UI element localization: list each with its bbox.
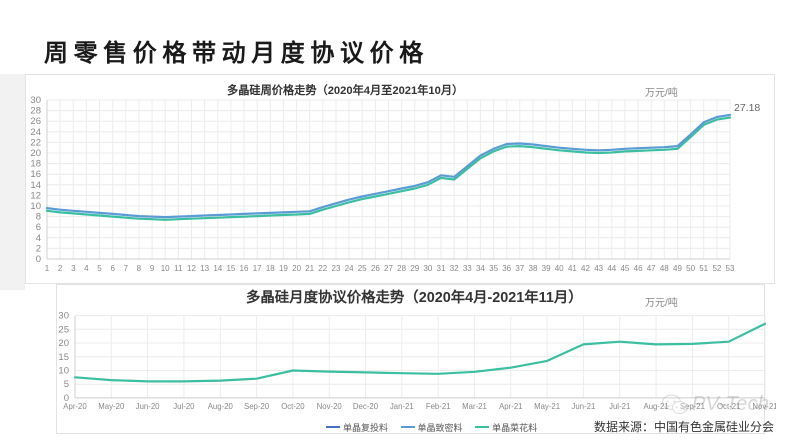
svg-text:8: 8	[137, 264, 142, 273]
svg-text:20: 20	[58, 338, 69, 349]
svg-text:52: 52	[712, 264, 721, 273]
svg-text:Oct-20: Oct-20	[281, 402, 305, 411]
svg-text:Aug-20: Aug-20	[208, 402, 234, 411]
svg-text:49: 49	[673, 264, 682, 273]
svg-text:46: 46	[634, 264, 643, 273]
svg-text:14: 14	[30, 180, 41, 191]
svg-text:13: 13	[200, 264, 209, 273]
svg-text:21: 21	[305, 264, 314, 273]
svg-text:17: 17	[253, 264, 262, 273]
svg-text:11: 11	[174, 264, 183, 273]
svg-text:50: 50	[686, 264, 695, 273]
svg-text:36: 36	[502, 264, 511, 273]
svg-text:12: 12	[30, 190, 41, 201]
svg-text:26: 26	[371, 264, 380, 273]
svg-text:4: 4	[36, 233, 41, 244]
svg-text:Apr-21: Apr-21	[499, 402, 522, 411]
svg-text:2: 2	[58, 264, 63, 273]
svg-text:8: 8	[36, 212, 41, 223]
svg-text:40: 40	[555, 264, 564, 273]
svg-text:18: 18	[266, 264, 275, 273]
svg-text:20: 20	[292, 264, 301, 273]
svg-text:25: 25	[58, 324, 69, 335]
svg-text:44: 44	[607, 264, 616, 273]
svg-text:37: 37	[515, 264, 524, 273]
svg-text:32: 32	[450, 264, 459, 273]
svg-text:20: 20	[30, 148, 41, 159]
svg-text:Feb-21: Feb-21	[426, 402, 451, 411]
svg-text:4: 4	[84, 264, 89, 273]
svg-text:6: 6	[36, 222, 41, 233]
svg-text:Sep-20: Sep-20	[244, 402, 270, 411]
svg-text:38: 38	[529, 264, 538, 273]
svg-text:May-21: May-21	[534, 402, 560, 411]
svg-text:10: 10	[30, 201, 41, 212]
svg-text:33: 33	[463, 264, 472, 273]
svg-text:39: 39	[542, 264, 551, 273]
svg-text:3: 3	[71, 264, 76, 273]
svg-text:30: 30	[30, 95, 41, 106]
svg-text:10: 10	[161, 264, 170, 273]
svg-text:24: 24	[30, 127, 41, 138]
svg-text:Dec-20: Dec-20	[353, 402, 379, 411]
svg-text:28: 28	[397, 264, 406, 273]
svg-text:47: 47	[647, 264, 656, 273]
svg-text:34: 34	[476, 264, 485, 273]
svg-text:48: 48	[660, 264, 669, 273]
svg-text:15: 15	[58, 352, 69, 363]
svg-text:16: 16	[30, 169, 41, 180]
svg-text:30: 30	[58, 311, 69, 322]
svg-text:28: 28	[30, 106, 41, 117]
svg-text:15: 15	[226, 264, 235, 273]
svg-text:May-20: May-20	[98, 402, 125, 411]
svg-text:Jun-21: Jun-21	[571, 402, 595, 411]
svg-text:18: 18	[30, 159, 41, 170]
svg-text:Apr-20: Apr-20	[63, 402, 87, 411]
svg-text:26: 26	[30, 116, 41, 127]
svg-text:12: 12	[187, 264, 196, 273]
svg-text:22: 22	[318, 264, 327, 273]
svg-text:14: 14	[213, 264, 222, 273]
svg-text:45: 45	[620, 264, 629, 273]
svg-text:31: 31	[437, 264, 446, 273]
svg-text:0: 0	[36, 254, 41, 265]
svg-text:35: 35	[489, 264, 498, 273]
svg-text:Mar-21: Mar-21	[462, 402, 487, 411]
svg-text:10: 10	[58, 366, 69, 377]
svg-text:Jan-21: Jan-21	[390, 402, 414, 411]
svg-text:1: 1	[45, 264, 50, 273]
svg-text:5: 5	[97, 264, 102, 273]
svg-text:19: 19	[279, 264, 288, 273]
svg-text:9: 9	[150, 264, 155, 273]
svg-text:42: 42	[581, 264, 590, 273]
svg-text:29: 29	[410, 264, 419, 273]
svg-text:25: 25	[358, 264, 367, 273]
svg-text:16: 16	[240, 264, 249, 273]
svg-text:30: 30	[423, 264, 432, 273]
svg-text:43: 43	[594, 264, 603, 273]
svg-text:22: 22	[30, 137, 41, 148]
svg-text:Jun-20: Jun-20	[136, 402, 161, 411]
svg-text:Jul-21: Jul-21	[609, 402, 630, 411]
svg-text:53: 53	[726, 264, 735, 273]
svg-text:7: 7	[124, 264, 129, 273]
svg-text:24: 24	[345, 264, 354, 273]
svg-text:51: 51	[699, 264, 708, 273]
svg-text:5: 5	[64, 379, 69, 390]
svg-text:23: 23	[332, 264, 341, 273]
svg-text:Jul-20: Jul-20	[173, 402, 195, 411]
svg-text:6: 6	[110, 264, 115, 273]
svg-text:27: 27	[384, 264, 393, 273]
svg-text:Nov-20: Nov-20	[317, 402, 343, 411]
svg-text:2: 2	[36, 243, 41, 254]
svg-text:41: 41	[568, 264, 577, 273]
svg-text:27.18: 27.18	[734, 102, 760, 114]
